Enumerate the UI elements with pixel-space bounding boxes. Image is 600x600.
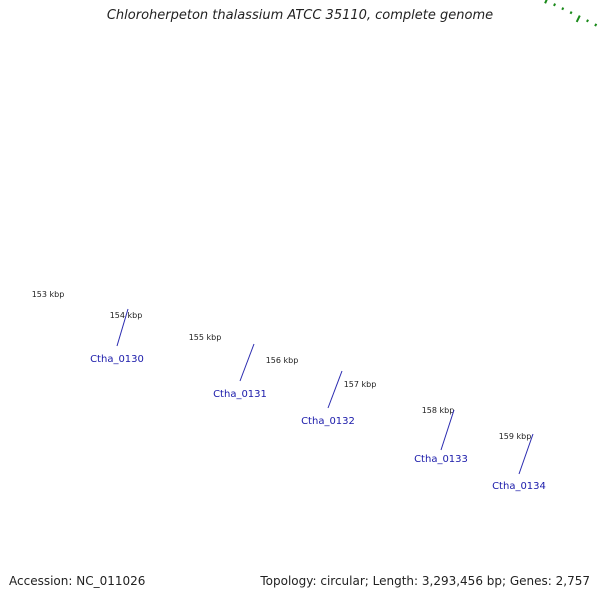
scale-tick xyxy=(586,19,589,23)
scale-tick-label: 158 kbp xyxy=(422,406,455,415)
map-title: Chloroherpeton thalassium ATCC 35110, co… xyxy=(106,8,494,23)
gene-label-leader xyxy=(116,308,129,347)
genome-summary: Topology: circular; Length: 3,293,456 bp… xyxy=(260,574,590,588)
gene-label-leader xyxy=(327,370,343,409)
gene-label[interactable]: Ctha_0132 xyxy=(301,416,355,427)
gene-label[interactable]: Ctha_0133 xyxy=(414,454,468,465)
gene-label[interactable]: Ctha_0131 xyxy=(213,389,267,400)
gene-label-leader xyxy=(239,343,255,382)
scale-tick-label: 157 kbp xyxy=(344,380,377,389)
gene-label[interactable]: Ctha_0130 xyxy=(90,354,144,365)
scale-tick-label: 156 kbp xyxy=(266,356,299,365)
gene-label-leader xyxy=(440,409,455,451)
scale-tick xyxy=(575,15,581,23)
gene-label-leader xyxy=(518,433,534,475)
scale-tick xyxy=(544,0,548,4)
scale-tick-label: 155 kbp xyxy=(189,333,222,342)
scale-tick xyxy=(553,3,557,7)
scale-tick-label: 159 kbp xyxy=(499,432,532,441)
scale-tick xyxy=(561,7,565,11)
scale-tick xyxy=(594,23,598,27)
accession-label: Accession: NC_011026 xyxy=(9,574,146,588)
scale-tick xyxy=(569,11,573,15)
gene-label[interactable]: Ctha_0134 xyxy=(492,481,546,492)
scale-tick-label: 153 kbp xyxy=(32,290,65,299)
